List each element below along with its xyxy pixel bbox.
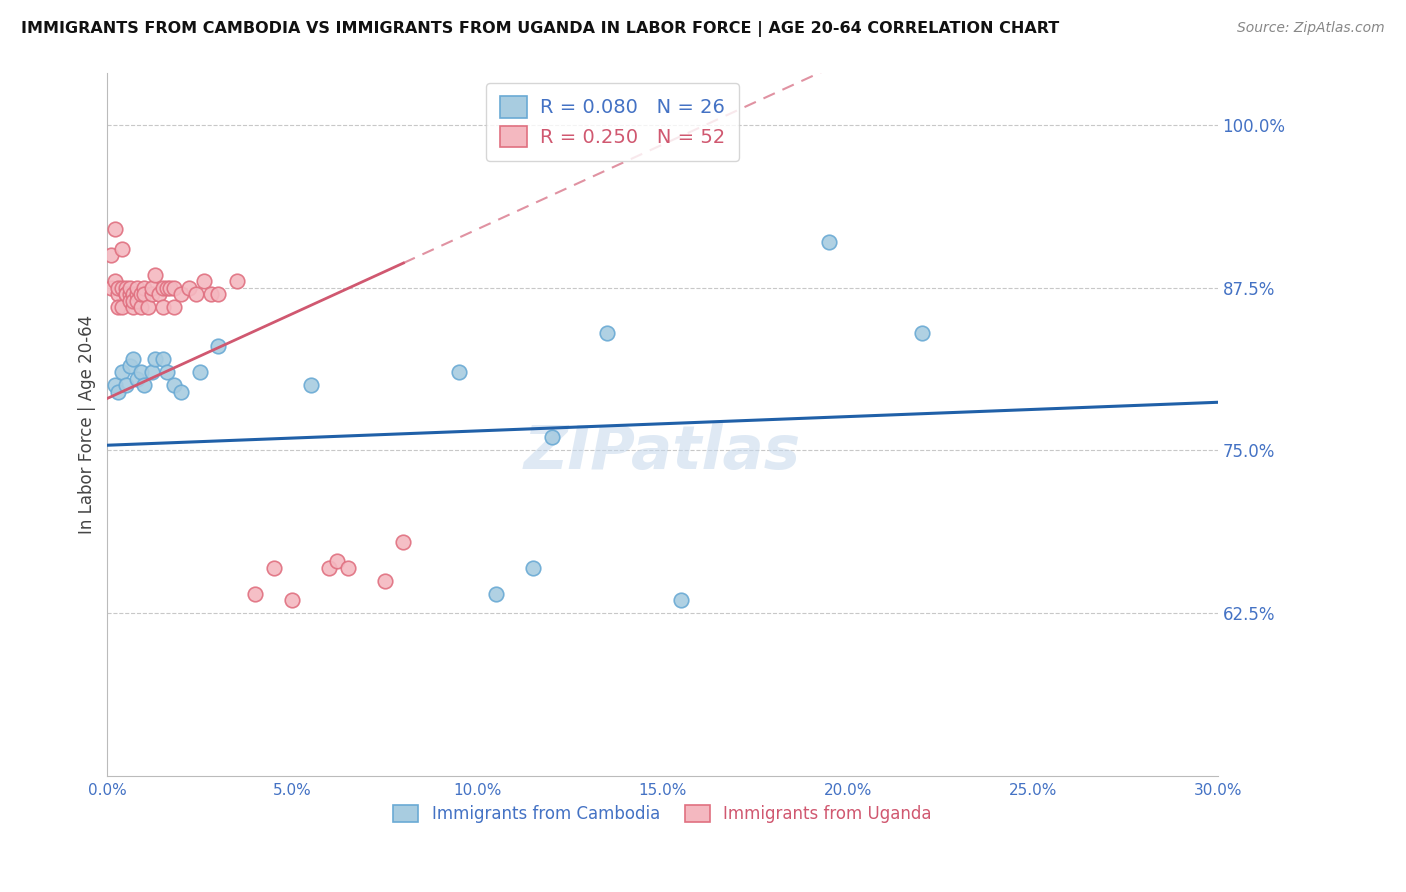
Point [148, 287, 170, 301]
Y-axis label: In Labor Force | Age 20-64: In Labor Force | Age 20-64 [79, 315, 96, 534]
Point [596, 326, 619, 341]
Point [392, 534, 415, 549]
Point [136, 300, 159, 314]
Point [163, 378, 186, 392]
Point [152, 300, 174, 314]
Point [118, 293, 141, 308]
Point [145, 352, 167, 367]
Point [134, 378, 156, 392]
Point [263, 560, 285, 574]
Point [115, 378, 138, 392]
Point [100, 281, 122, 295]
Point [115, 287, 138, 301]
Point [104, 222, 127, 236]
Point [193, 274, 215, 288]
Point [163, 281, 186, 295]
Point [107, 287, 129, 301]
Point [152, 281, 174, 295]
Point [129, 300, 152, 314]
Text: ZIPatlas: ZIPatlas [524, 423, 801, 482]
Point [188, 365, 211, 379]
Point [485, 586, 508, 600]
Point [100, 248, 122, 262]
Point [107, 384, 129, 399]
Point [447, 365, 470, 379]
Point [299, 378, 322, 392]
Point [125, 281, 148, 295]
Point [318, 560, 340, 574]
Point [129, 287, 152, 301]
Point [122, 293, 145, 308]
Legend: Immigrants from Cambodia, Immigrants from Uganda: Immigrants from Cambodia, Immigrants fro… [387, 797, 938, 830]
Point [145, 268, 167, 282]
Point [200, 287, 222, 301]
Point [910, 326, 932, 341]
Point [111, 365, 134, 379]
Point [107, 300, 129, 314]
Point [111, 300, 134, 314]
Point [115, 281, 138, 295]
Point [374, 574, 396, 588]
Point [122, 287, 145, 301]
Point [186, 287, 208, 301]
Point [281, 593, 304, 607]
Point [207, 339, 229, 353]
Point [177, 281, 200, 295]
Point [118, 281, 141, 295]
Point [125, 287, 148, 301]
Point [125, 372, 148, 386]
Point [122, 352, 145, 367]
Point [245, 586, 267, 600]
Point [125, 293, 148, 308]
Point [155, 281, 177, 295]
Point [107, 281, 129, 295]
Point [104, 378, 127, 392]
Point [118, 287, 141, 301]
Point [226, 274, 249, 288]
Point [129, 365, 152, 379]
Point [170, 287, 193, 301]
Point [540, 430, 562, 444]
Point [104, 274, 127, 288]
Point [522, 560, 544, 574]
Point [111, 281, 134, 295]
Point [207, 287, 229, 301]
Text: IMMIGRANTS FROM CAMBODIA VS IMMIGRANTS FROM UGANDA IN LABOR FORCE | AGE 20-64 CO: IMMIGRANTS FROM CAMBODIA VS IMMIGRANTS F… [21, 21, 1059, 37]
Point [155, 365, 177, 379]
Point [152, 352, 174, 367]
Point [818, 235, 841, 250]
Point [115, 287, 138, 301]
Point [669, 593, 692, 607]
Point [163, 300, 186, 314]
Point [134, 281, 156, 295]
Point [118, 359, 141, 373]
Point [141, 365, 163, 379]
Point [141, 287, 163, 301]
Point [134, 287, 156, 301]
Point [336, 560, 359, 574]
Point [122, 300, 145, 314]
Point [141, 281, 163, 295]
Point [170, 384, 193, 399]
Point [159, 281, 181, 295]
Point [111, 242, 134, 256]
Text: Source: ZipAtlas.com: Source: ZipAtlas.com [1237, 21, 1385, 35]
Point [326, 554, 349, 568]
